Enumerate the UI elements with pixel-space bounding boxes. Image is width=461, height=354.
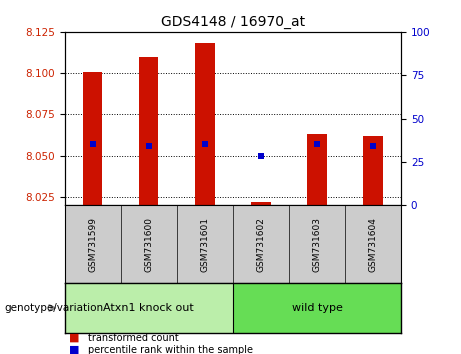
Text: ■: ■ — [69, 333, 80, 343]
Text: percentile rank within the sample: percentile rank within the sample — [88, 345, 253, 354]
Bar — [65, 283, 233, 333]
Text: transformed count: transformed count — [88, 333, 178, 343]
Bar — [83, 72, 102, 205]
Bar — [363, 136, 383, 205]
Bar — [251, 202, 271, 205]
Text: GSM731601: GSM731601 — [200, 217, 209, 272]
Text: GSM731604: GSM731604 — [368, 217, 378, 272]
Title: GDS4148 / 16970_at: GDS4148 / 16970_at — [161, 16, 305, 29]
Bar — [195, 44, 214, 205]
Text: GSM731603: GSM731603 — [313, 217, 321, 272]
Bar — [139, 57, 159, 205]
Text: GSM731600: GSM731600 — [144, 217, 153, 272]
Bar — [307, 134, 327, 205]
Bar — [233, 283, 401, 333]
Text: Atxn1 knock out: Atxn1 knock out — [103, 303, 194, 313]
Text: GSM731602: GSM731602 — [256, 217, 266, 272]
Text: genotype/variation: genotype/variation — [5, 303, 104, 313]
Text: ■: ■ — [69, 345, 80, 354]
Text: GSM731599: GSM731599 — [88, 217, 97, 272]
Text: wild type: wild type — [291, 303, 343, 313]
